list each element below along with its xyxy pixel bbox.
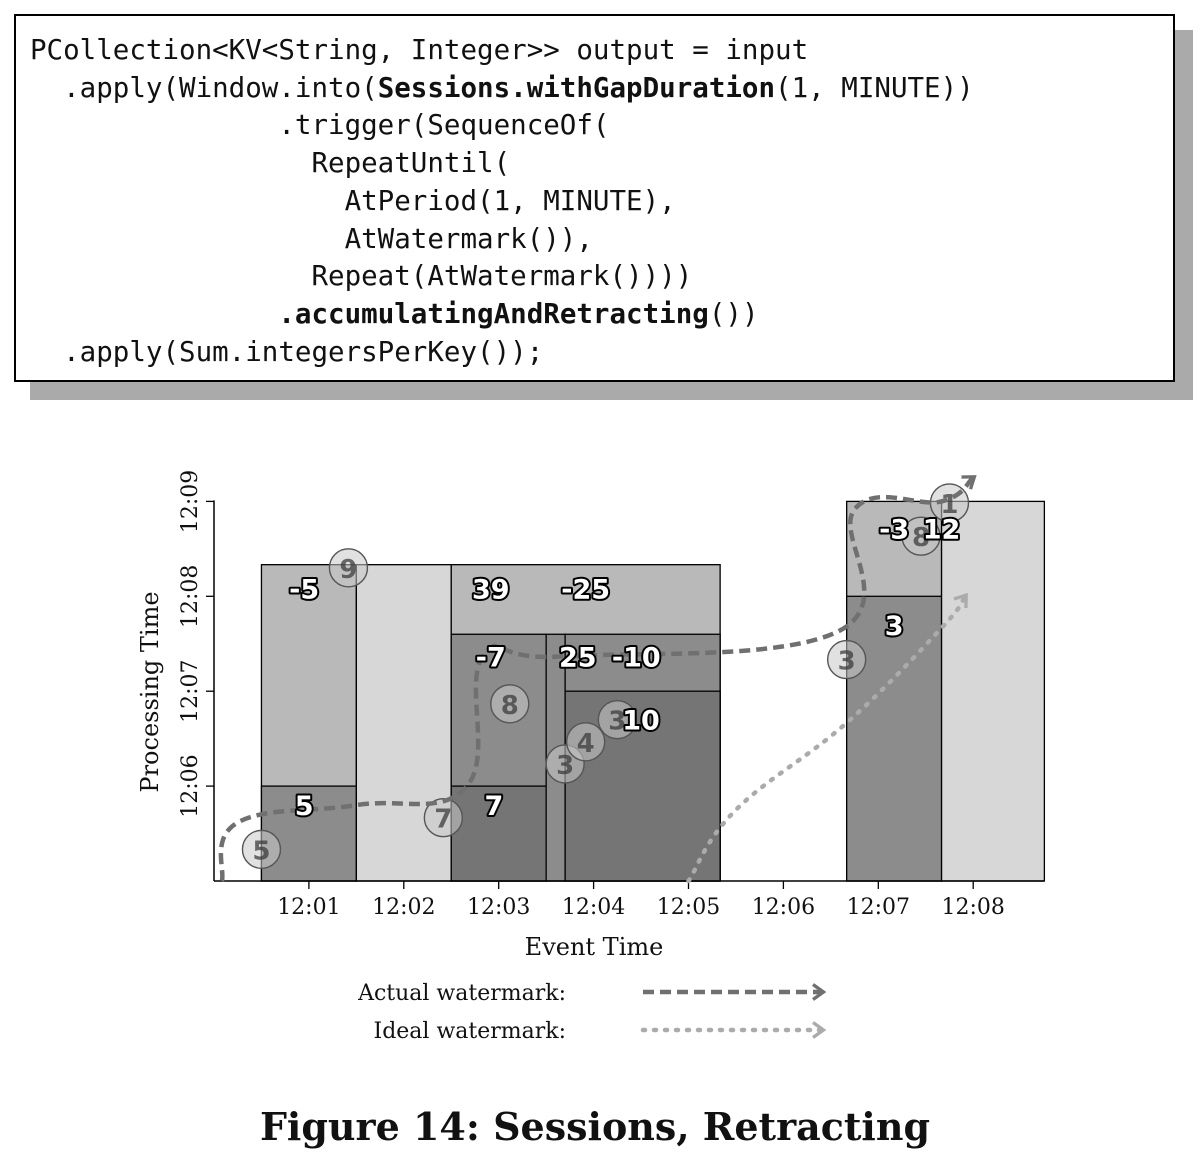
data-point-circle: [826, 639, 867, 680]
y-tick-label: 12:06: [178, 754, 203, 817]
result-label: 5: [295, 791, 314, 822]
result-label: 10: [622, 706, 660, 737]
y-tick-label: 12:07: [178, 659, 203, 722]
figure-caption: Figure 14: Sessions, Retracting: [259, 1104, 931, 1149]
data-point-value: 3: [838, 647, 856, 677]
result-label: -3: [879, 514, 909, 545]
code-line: PCollection<KV<String, Integer>> output …: [30, 34, 808, 66]
code-text: AtWatermark()),: [30, 222, 593, 255]
result-label: 3: [885, 611, 904, 642]
data-point-circle: [490, 684, 530, 724]
legend-label: Ideal watermark:: [374, 1019, 567, 1044]
data-point-value: 5: [252, 836, 270, 866]
code-text: .trigger(SequenceOf(: [30, 109, 610, 142]
code-line: .accumulatingAndRetracting()): [30, 297, 759, 330]
result-label: -7: [476, 642, 506, 673]
data-point-value: 9: [339, 555, 357, 585]
x-axis-label: Event Time: [525, 933, 664, 961]
code-line: AtWatermark()),: [30, 223, 593, 255]
code-line: .trigger(SequenceOf(: [30, 109, 609, 141]
x-tick-label: 12:06: [752, 895, 815, 920]
result-label: 7: [485, 791, 504, 822]
data-point-value: 8: [912, 523, 930, 553]
code-text: PCollection<KV<String, Integer>> output …: [30, 34, 809, 66]
code-text: Repeat(AtWatermark()))): [30, 260, 693, 293]
result-label: 25: [559, 642, 597, 673]
data-point-circle: [241, 829, 282, 870]
code-keyword: .accumulatingAndRetracting: [278, 297, 709, 330]
code-line: .apply(Sum.integersPerKey());: [30, 336, 543, 368]
data-point-circle: [423, 798, 464, 838]
code-keyword: Sessions.withGapDuration: [377, 71, 776, 104]
data-point-value: 3: [556, 751, 574, 781]
data-point-value: 3: [608, 707, 626, 737]
code-text: .apply(Sum.integersPerKey());: [30, 335, 544, 368]
pane-rect: [260, 785, 358, 882]
data-point-circle: [901, 516, 941, 556]
chart: 12:01 12:02 12:03 12:04 12:05 12:06 12:07 12:08…: [136, 470, 1046, 1044]
ideal-watermark-line: [686, 592, 968, 884]
code-text: RepeatUntil(: [30, 147, 511, 180]
result-label: -25: [561, 574, 610, 605]
x-tick-label: 12:04: [562, 895, 625, 920]
code-line: RepeatUntil(: [30, 147, 510, 179]
y-axis-label: Processing Time: [136, 591, 164, 792]
result-label: -10: [612, 642, 661, 673]
code-text: AtPeriod(1, MINUTE),: [30, 184, 676, 217]
data-point-circle: [597, 699, 638, 740]
code-text: ()): [708, 297, 759, 330]
code-line: AtPeriod(1, MINUTE),: [30, 185, 676, 217]
code-line: .apply(Window.into(Sessions.withGapDurat…: [30, 72, 974, 104]
x-tick-label: 12:02: [372, 895, 435, 920]
code-text: .apply(Window.into(: [30, 71, 378, 104]
y-tick-label: 12:08: [178, 565, 203, 628]
result-label: 39: [472, 574, 510, 605]
x-tick-label: 12:07: [847, 895, 910, 920]
actual-watermark-line: [218, 475, 977, 882]
data-point-value: 4: [577, 729, 595, 759]
code-listing: PCollection<KV<String, Integer>> output …: [14, 14, 1175, 382]
result-label: -5: [289, 574, 319, 605]
data-point-circle: [328, 548, 369, 588]
x-tick-label: 12:05: [657, 895, 720, 920]
data-point-value: 7: [434, 805, 452, 835]
code-line: Repeat(AtWatermark()))): [30, 260, 692, 292]
pane-rect: [940, 500, 1046, 882]
data-point-circle: [565, 722, 606, 762]
result-label: 12: [923, 514, 961, 545]
legend-label: Actual watermark:: [357, 981, 566, 1006]
data-point-value: 8: [501, 691, 519, 721]
code-text: [30, 298, 278, 330]
x-tick-label: 12:03: [467, 895, 530, 920]
y-tick-label: 12:09: [178, 470, 203, 533]
code-text: (1, MINUTE)): [775, 71, 974, 104]
x-tick-label: 12:01: [277, 895, 340, 920]
pane-rect: [846, 595, 943, 882]
x-tick-label: 12:08: [941, 895, 1004, 920]
